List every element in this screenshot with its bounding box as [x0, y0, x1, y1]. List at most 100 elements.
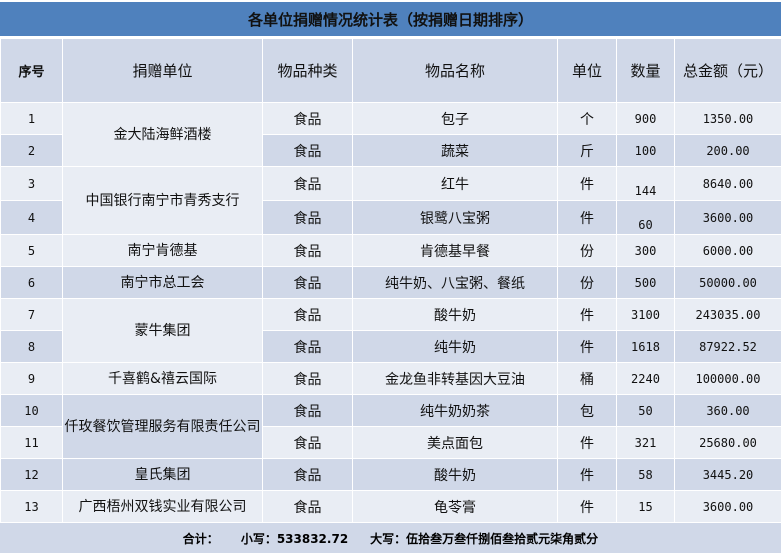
- cell-unit: 件: [557, 166, 617, 201]
- cell-category: 食品: [262, 330, 353, 363]
- table-footer: 合计： 小写：533832.72 大写：伍拾叁万叁仟捌佰叁拾贰元柒角贰分: [0, 523, 781, 553]
- cell-item: 纯牛奶、八宝粥、餐纸: [352, 266, 558, 299]
- cell-amount: 200.00: [674, 134, 781, 167]
- cell-donor: 皇氏集团: [62, 458, 263, 491]
- cell-category: 食品: [262, 298, 353, 331]
- table-row: 8 食品 纯牛奶件 1618 87922.52: [0, 330, 781, 363]
- cell-seq: 10: [0, 394, 63, 427]
- cell-unit: 桶: [557, 362, 617, 395]
- cell-donor: 中国银行南宁市青秀支行: [62, 166, 263, 235]
- cell-amount: 3600.00: [674, 490, 781, 523]
- cell-amount: 3600.00: [674, 200, 781, 235]
- cell-seq: 6: [0, 266, 63, 299]
- cell-item: 红牛: [352, 166, 558, 201]
- cell-category: 食品: [262, 200, 353, 235]
- table-row: 1 金大陆海鲜酒楼 食品 包子个 900 1350.00: [0, 102, 781, 167]
- table-row: 4 食品 银鹭八宝粥件 60 3600.00: [0, 200, 781, 235]
- cell-qty: 500: [616, 266, 675, 299]
- cell-unit: 件: [557, 330, 617, 363]
- cell-seq: 4: [0, 200, 63, 235]
- table-row: 9 千喜鹤&禧云国际 食品 金龙鱼非转基因大豆油桶 2240 100000.00: [0, 362, 781, 395]
- cell-donor: 蒙牛集团: [62, 298, 263, 363]
- donation-table: 序号 捐赠单位 物品种类 物品名称 单位 数量 总金额（元） 1 金大陆海鲜酒楼 食品 包子个 90…: [0, 38, 781, 523]
- cell-unit: 件: [557, 298, 617, 331]
- cell-unit: 件: [557, 200, 617, 235]
- table-row: 7 蒙牛集团 食品 酸牛奶件 3100 243035.00: [0, 298, 781, 363]
- cell-category: 食品: [262, 394, 353, 427]
- cell-seq: 13: [0, 490, 63, 523]
- column-header: 单位: [557, 38, 617, 103]
- cell-unit: 份: [557, 234, 617, 267]
- cell-unit: 件: [557, 490, 617, 523]
- table-title: 各单位捐赠情况统计表（按捐赠日期排序）: [0, 0, 781, 36]
- cell-category: 食品: [262, 102, 353, 135]
- cell-unit: 个: [557, 102, 617, 135]
- cell-qty: 15: [616, 490, 675, 523]
- column-header: 物品名称: [352, 38, 558, 103]
- table-row: 6 南宁市总工会 食品 纯牛奶、八宝粥、餐纸份 500 50000.00: [0, 266, 781, 299]
- table-row: 10 仟玫餐饮管理服务有限责任公司 食品 纯牛奶奶茶包 50 360.00: [0, 394, 781, 459]
- column-header: 数量: [616, 38, 675, 103]
- cell-seq: 12: [0, 458, 63, 491]
- cell-qty: 3100: [616, 298, 675, 331]
- cell-item: 酸牛奶: [352, 298, 558, 331]
- total-small: 小写：533832.72: [240, 531, 349, 546]
- cell-amount: 3445.20: [674, 458, 781, 491]
- cell-item: 蔬菜: [352, 134, 558, 167]
- cell-qty: 100: [616, 134, 675, 167]
- cell-item: 金龙鱼非转基因大豆油: [352, 362, 558, 395]
- cell-donor: 金大陆海鲜酒楼: [62, 102, 263, 167]
- cell-amount: 360.00: [674, 394, 781, 427]
- cell-seq: 8: [0, 330, 63, 363]
- cell-seq: 2: [0, 134, 63, 167]
- cell-unit: 斤: [557, 134, 617, 167]
- table-row: 13 广西梧州双钱实业有限公司 食品 龟苓膏件 15 3600.00: [0, 490, 781, 523]
- cell-category: 食品: [262, 134, 353, 167]
- cell-item: 龟苓膏: [352, 490, 558, 523]
- cell-seq: 7: [0, 298, 63, 331]
- cell-seq: 3: [0, 166, 63, 201]
- cell-qty: 50: [616, 394, 675, 427]
- table-row: 2 食品 蔬菜斤 100 200.00: [0, 134, 781, 167]
- cell-amount: 50000.00: [674, 266, 781, 299]
- column-header: 捐赠单位: [62, 38, 263, 103]
- cell-category: 食品: [262, 426, 353, 459]
- column-header: 总金额（元）: [674, 38, 781, 103]
- total-label: 合计：: [182, 531, 219, 546]
- table-row: 3 中国银行南宁市青秀支行 食品 红牛件 144 8640.00: [0, 166, 781, 235]
- cell-item: 美点面包: [352, 426, 558, 459]
- cell-item: 包子: [352, 102, 558, 135]
- cell-amount: 1350.00: [674, 102, 781, 135]
- column-header: 物品种类: [262, 38, 353, 103]
- cell-qty: 144: [616, 166, 675, 201]
- cell-qty: 60: [616, 200, 675, 235]
- total-big: 大写：伍拾叁万叁仟捌佰叁拾贰元柒角贰分: [370, 531, 599, 546]
- cell-seq: 1: [0, 102, 63, 135]
- cell-category: 食品: [262, 234, 353, 267]
- column-header: 序号: [0, 38, 63, 103]
- cell-donor: 南宁肯德基: [62, 234, 263, 267]
- cell-unit: 包: [557, 394, 617, 427]
- cell-seq: 9: [0, 362, 63, 395]
- cell-donor: 仟玫餐饮管理服务有限责任公司: [62, 394, 263, 459]
- cell-category: 食品: [262, 266, 353, 299]
- cell-item: 酸牛奶: [352, 458, 558, 491]
- cell-amount: 25680.00: [674, 426, 781, 459]
- cell-qty: 58: [616, 458, 675, 491]
- table-row: 5 南宁肯德基 食品 肯德基早餐份 300 6000.00: [0, 234, 781, 267]
- cell-amount: 87922.52: [674, 330, 781, 363]
- table-row: 11 食品 美点面包件 321 25680.00: [0, 426, 781, 459]
- cell-item: 纯牛奶奶茶: [352, 394, 558, 427]
- cell-donor: 南宁市总工会: [62, 266, 263, 299]
- cell-qty: 300: [616, 234, 675, 267]
- cell-qty: 321: [616, 426, 675, 459]
- cell-item: 银鹭八宝粥: [352, 200, 558, 235]
- cell-qty: 900: [616, 102, 675, 135]
- cell-seq: 5: [0, 234, 63, 267]
- cell-donor: 千喜鹤&禧云国际: [62, 362, 263, 395]
- cell-qty: 1618: [616, 330, 675, 363]
- cell-item: 肯德基早餐: [352, 234, 558, 267]
- cell-category: 食品: [262, 362, 353, 395]
- cell-seq: 11: [0, 426, 63, 459]
- cell-category: 食品: [262, 490, 353, 523]
